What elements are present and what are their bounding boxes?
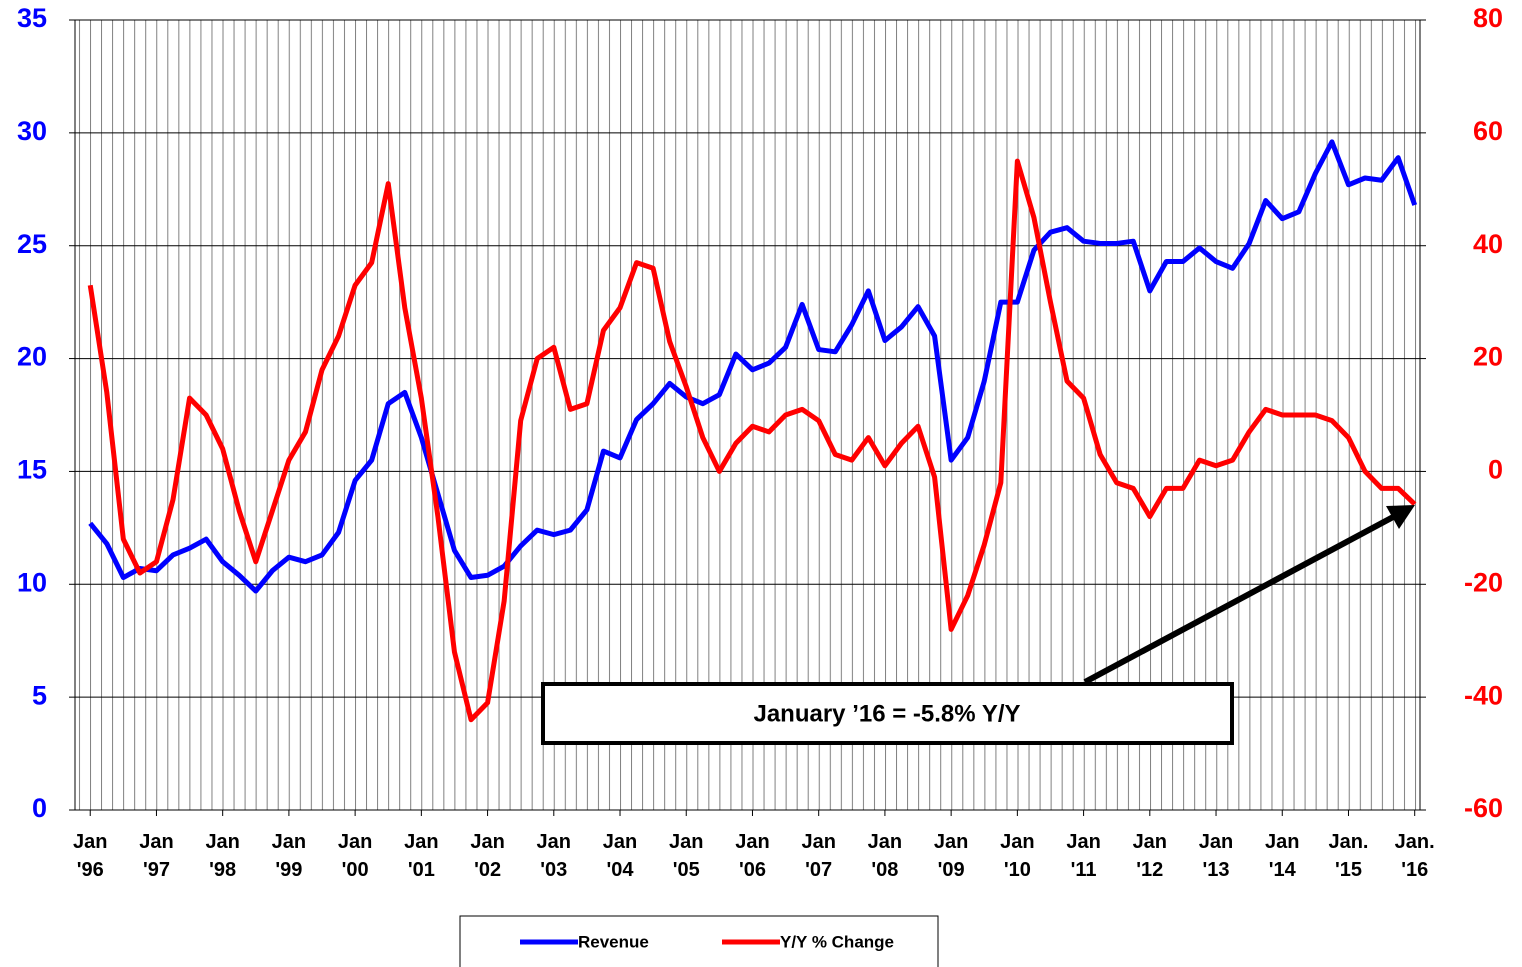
y-tick-label: 15 [17, 455, 47, 485]
legend-label: Revenue [578, 932, 649, 951]
x-tick-label: Jan '99 [272, 831, 306, 881]
x-tick-label: Jan '10 [1000, 831, 1034, 881]
x-tick-label: Jan '09 [934, 831, 968, 881]
y-tick-label: 35 [17, 3, 47, 33]
x-tick-label: Jan '12 [1133, 831, 1167, 881]
x-tick-label: Jan '04 [603, 831, 637, 881]
minor-grid [75, 20, 1420, 810]
y-tick-label: 5 [32, 680, 47, 710]
y2-tick-label: 60 [1473, 116, 1503, 146]
y-tick-label: 20 [17, 342, 47, 372]
x-tick-label: Jan. '15 [1328, 831, 1368, 881]
annotation: January ’16 = -5.8% Y/Y [753, 700, 1020, 727]
annotation-arrow [1083, 513, 1397, 685]
x-tick-label: Jan '96 [73, 831, 107, 881]
y2-tick-label: -60 [1464, 793, 1503, 823]
y-tick-label: 10 [17, 567, 47, 597]
series-line [88, 139, 1418, 594]
y2-tick-label: -40 [1464, 680, 1503, 710]
x-tick-label: Jan '07 [801, 831, 835, 881]
x-tick-label: Jan '01 [404, 831, 438, 881]
x-tick-label: Jan '11 [1066, 831, 1100, 881]
plot: 0 5 10 15 20 25 30 35 -60 -40 -20 0 20 40 60 80 Jan '96 Ja… [17, 3, 1503, 881]
x-tick-label: Jan '08 [868, 831, 902, 881]
x-tick-label: Jan '03 [537, 831, 571, 881]
x-tick-label: Jan '02 [470, 831, 504, 881]
x-tick-label: Jan. '16 [1395, 831, 1435, 881]
y2-tick-label: 80 [1473, 3, 1503, 33]
series-line [87, 158, 1417, 723]
x-tick-label: Jan '14 [1265, 831, 1299, 881]
arrow-head [1386, 505, 1415, 529]
legend: Revenue Y/Y % Change [520, 932, 894, 951]
x-tick-label: Jan '13 [1199, 831, 1233, 881]
x-tick-label: Jan '97 [139, 831, 173, 881]
x-tick-label: Jan '05 [669, 831, 703, 881]
x-tick-label: Jan '06 [735, 831, 769, 881]
y2-tick-label: 20 [1473, 342, 1503, 372]
y-tick-label: 0 [32, 793, 47, 823]
annotation-box [541, 682, 1234, 745]
y2-tick-label: 40 [1473, 229, 1503, 259]
x-tick-label: Jan '00 [338, 831, 372, 881]
x-tick-label: Jan '98 [205, 831, 239, 881]
y-tick-label: 25 [17, 229, 47, 259]
legend-label: Y/Y % Change [780, 932, 894, 951]
y2-tick-label: 0 [1488, 455, 1503, 485]
y2-tick-label: -20 [1464, 567, 1503, 597]
y-tick-label: 30 [17, 116, 47, 146]
